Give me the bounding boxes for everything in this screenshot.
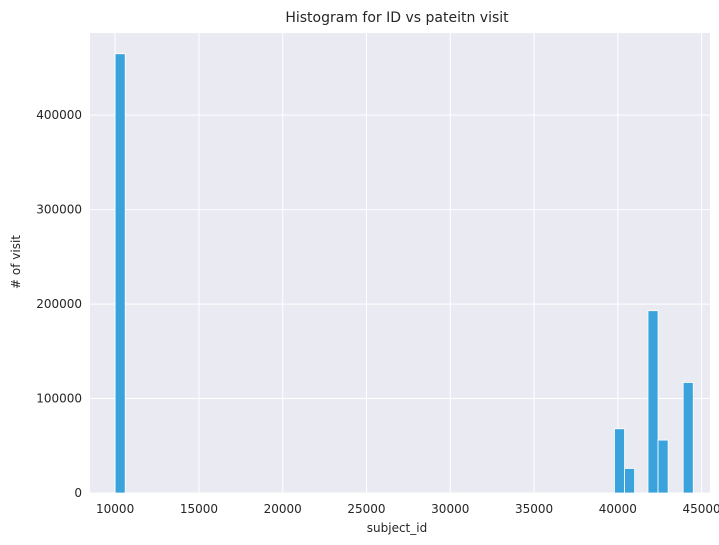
- histogram-bar: [114, 53, 126, 494]
- x-tick-label: 20000: [264, 502, 302, 516]
- x-tick-label: 35000: [515, 502, 553, 516]
- gridlines: [90, 33, 710, 494]
- x-axis-label: subject_id: [367, 521, 427, 535]
- y-axis-label: # of visit: [9, 235, 23, 289]
- histogram-bar: [647, 310, 659, 494]
- chart-title: Histogram for ID vs pateitn visit: [285, 10, 509, 26]
- x-tick-label: 10000: [96, 502, 134, 516]
- histogram-bar: [614, 428, 625, 494]
- y-tick-label: 400000: [36, 108, 82, 122]
- y-tick-label: 0: [74, 486, 82, 500]
- y-tick-label: 300000: [36, 203, 82, 217]
- x-tick-label: 45000: [683, 502, 719, 516]
- y-tick-label: 200000: [36, 297, 82, 311]
- histogram-bar: [624, 468, 635, 494]
- plot-background: [90, 33, 710, 493]
- histogram-bar: [657, 439, 669, 494]
- x-tick-label: 15000: [180, 502, 218, 516]
- x-tick-label: 25000: [347, 502, 385, 516]
- x-tick-label: 40000: [599, 502, 637, 516]
- x-tick-label: 30000: [431, 502, 469, 516]
- x-tick-labels: 10000 15000 20000 25000 30000 35000 40000 45000: [96, 502, 719, 516]
- histogram-bar: [682, 382, 694, 494]
- bars: [114, 53, 694, 494]
- y-tick-label: 100000: [36, 392, 82, 406]
- y-tick-labels: 0 100000 200000 300000 400000: [36, 108, 82, 500]
